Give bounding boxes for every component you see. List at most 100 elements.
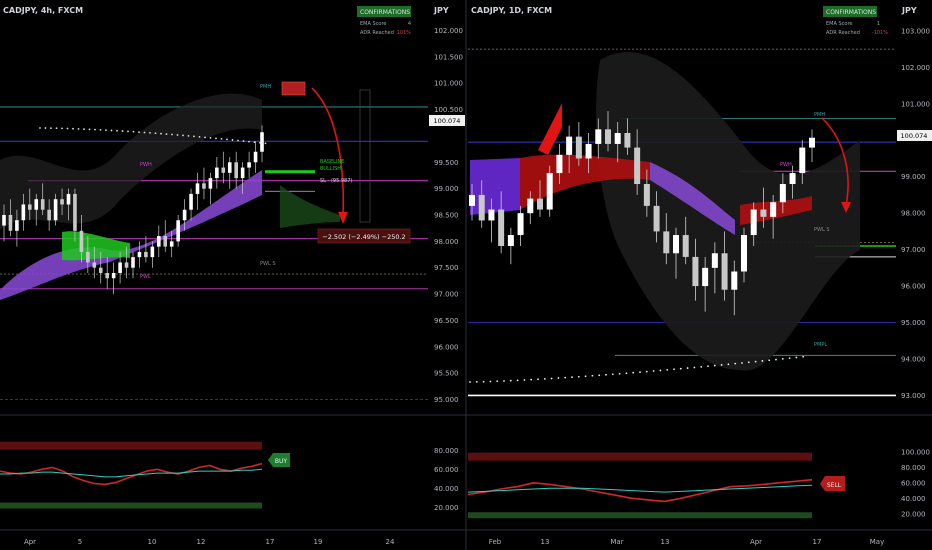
left-candle-body: [34, 199, 39, 210]
left-ema-dot: [66, 127, 69, 130]
left-ema-dot: [149, 131, 151, 134]
left-candle-body: [221, 167, 226, 173]
right-pwl-label: PWL S: [814, 227, 830, 233]
right-candle-body: [779, 184, 786, 203]
left-candle-body: [215, 167, 219, 179]
left-price-tick: 99.000: [434, 185, 459, 193]
left-dark-green-cloud: [280, 185, 340, 228]
right-price-tick: 98.000: [901, 210, 926, 218]
left-osc-price-tick: 20.000: [434, 504, 459, 512]
left-date-tick: 19: [314, 538, 323, 546]
left-confirmations-header-bg: [357, 6, 411, 17]
right-ema-dot: [761, 360, 764, 362]
left-price-tick: 99.500: [434, 159, 459, 167]
left-ema-dot: [253, 141, 256, 144]
left-osc-series-line: [0, 468, 263, 478]
left-price-tick: 95.000: [434, 396, 459, 404]
left-ema-dot: [264, 142, 267, 145]
right-ema-score-label: EMA Score: [826, 21, 853, 27]
left-candle-body: [124, 262, 129, 268]
right-candle-body: [750, 209, 757, 236]
right-candle-body: [682, 235, 689, 257]
left-price-tick: 95.500: [434, 370, 459, 378]
right-indigo-cloud: [470, 158, 520, 215]
right-ema-dot: [543, 377, 546, 380]
right-candle-body: [711, 253, 718, 268]
right-confirmations-header: CONFIRMATIONS: [826, 9, 876, 16]
left-measure-box: [317, 228, 411, 244]
right-candle-body: [546, 173, 553, 210]
left-candle-body: [2, 215, 6, 226]
left-ema-dot: [44, 127, 47, 129]
right-confirmations-header-bg: [823, 6, 877, 17]
left-ema-dot: [94, 128, 96, 131]
left-measure-text: −2.502 (−2.49%) −250.2: [322, 233, 405, 241]
left-candle-body: [208, 178, 213, 189]
right-ema-dot: [741, 362, 743, 364]
left-ema-dot: [220, 137, 223, 140]
left-gray-envelope: [0, 93, 262, 230]
left-ema-dot: [226, 138, 228, 141]
left-ema-dot: [165, 133, 168, 136]
left-candle-body: [53, 199, 58, 221]
left-baseline-bar: [265, 170, 315, 174]
right-osc-oversold-band: [468, 512, 812, 519]
left-currency-label: JPY: [433, 6, 449, 15]
left-candle-body: [21, 204, 26, 221]
right-adr-value: -101%: [872, 30, 888, 36]
left-osc-price-tick: 60.000: [434, 466, 459, 474]
right-ema-dot: [550, 377, 553, 380]
right-osc-price-tick: 80.000: [901, 464, 926, 472]
right-ema-dot: [775, 358, 777, 361]
left-candle-body: [79, 230, 84, 252]
left-price-tick: 97.000: [434, 291, 459, 299]
left-ema-dot: [83, 128, 85, 131]
right-pmh-label: PMH: [814, 112, 825, 118]
left-pmh-label: PMH: [260, 84, 271, 90]
left-candle-body: [144, 251, 148, 258]
right-candle-body: [507, 235, 514, 246]
left-pwl-label: PWL: [140, 274, 151, 280]
left-ema-dot: [171, 133, 173, 136]
left-ema-dot: [138, 131, 140, 134]
left-ema-dot: [132, 130, 135, 133]
right-date-tick: 13: [661, 538, 670, 546]
buy-signal-badge: BUY: [268, 453, 290, 467]
right-candle-body: [634, 147, 641, 185]
right-ema-dot: [611, 373, 614, 376]
right-ema-dot: [496, 380, 499, 383]
left-candle-body: [260, 132, 264, 152]
right-candle-body: [478, 194, 485, 221]
left-price-tick: 98.500: [434, 212, 459, 220]
left-ema-dot: [198, 135, 201, 138]
left-date-tick: 24: [386, 538, 395, 546]
left-candle-body: [47, 209, 51, 221]
right-ema-dot: [659, 369, 662, 372]
right-red-arrow-head: [841, 202, 851, 213]
left-candle-body: [66, 193, 71, 205]
right-ema-dot: [509, 379, 512, 382]
right-oscillator: [467, 452, 813, 519]
right-date-tick: 17: [813, 538, 822, 546]
right-ema-dot: [679, 367, 682, 370]
right-candle-body: [721, 253, 728, 290]
right-ema-dot: [768, 359, 771, 362]
left-candle-body: [28, 204, 32, 210]
left-ema-dot: [237, 139, 239, 142]
right-ema-dot: [489, 380, 492, 383]
left-ema-dot: [50, 127, 52, 130]
right-current-price-tag: 100.074: [897, 130, 932, 141]
right-ema-dot: [571, 376, 573, 379]
left-ema-score-value: 4: [408, 21, 411, 27]
left-candle-body: [189, 193, 193, 210]
left-purple-cloud: [0, 170, 262, 300]
left-price-tick: 96.500: [434, 317, 459, 325]
left-candle-body: [73, 193, 77, 231]
right-candle-body: [517, 213, 524, 236]
right-candle-body: [731, 271, 738, 290]
left-osc-price-tick: 80.000: [434, 447, 459, 455]
left-candle-body: [253, 151, 258, 163]
left-ema-score-label: EMA Score: [360, 21, 387, 27]
left-ema-dot: [209, 136, 212, 139]
